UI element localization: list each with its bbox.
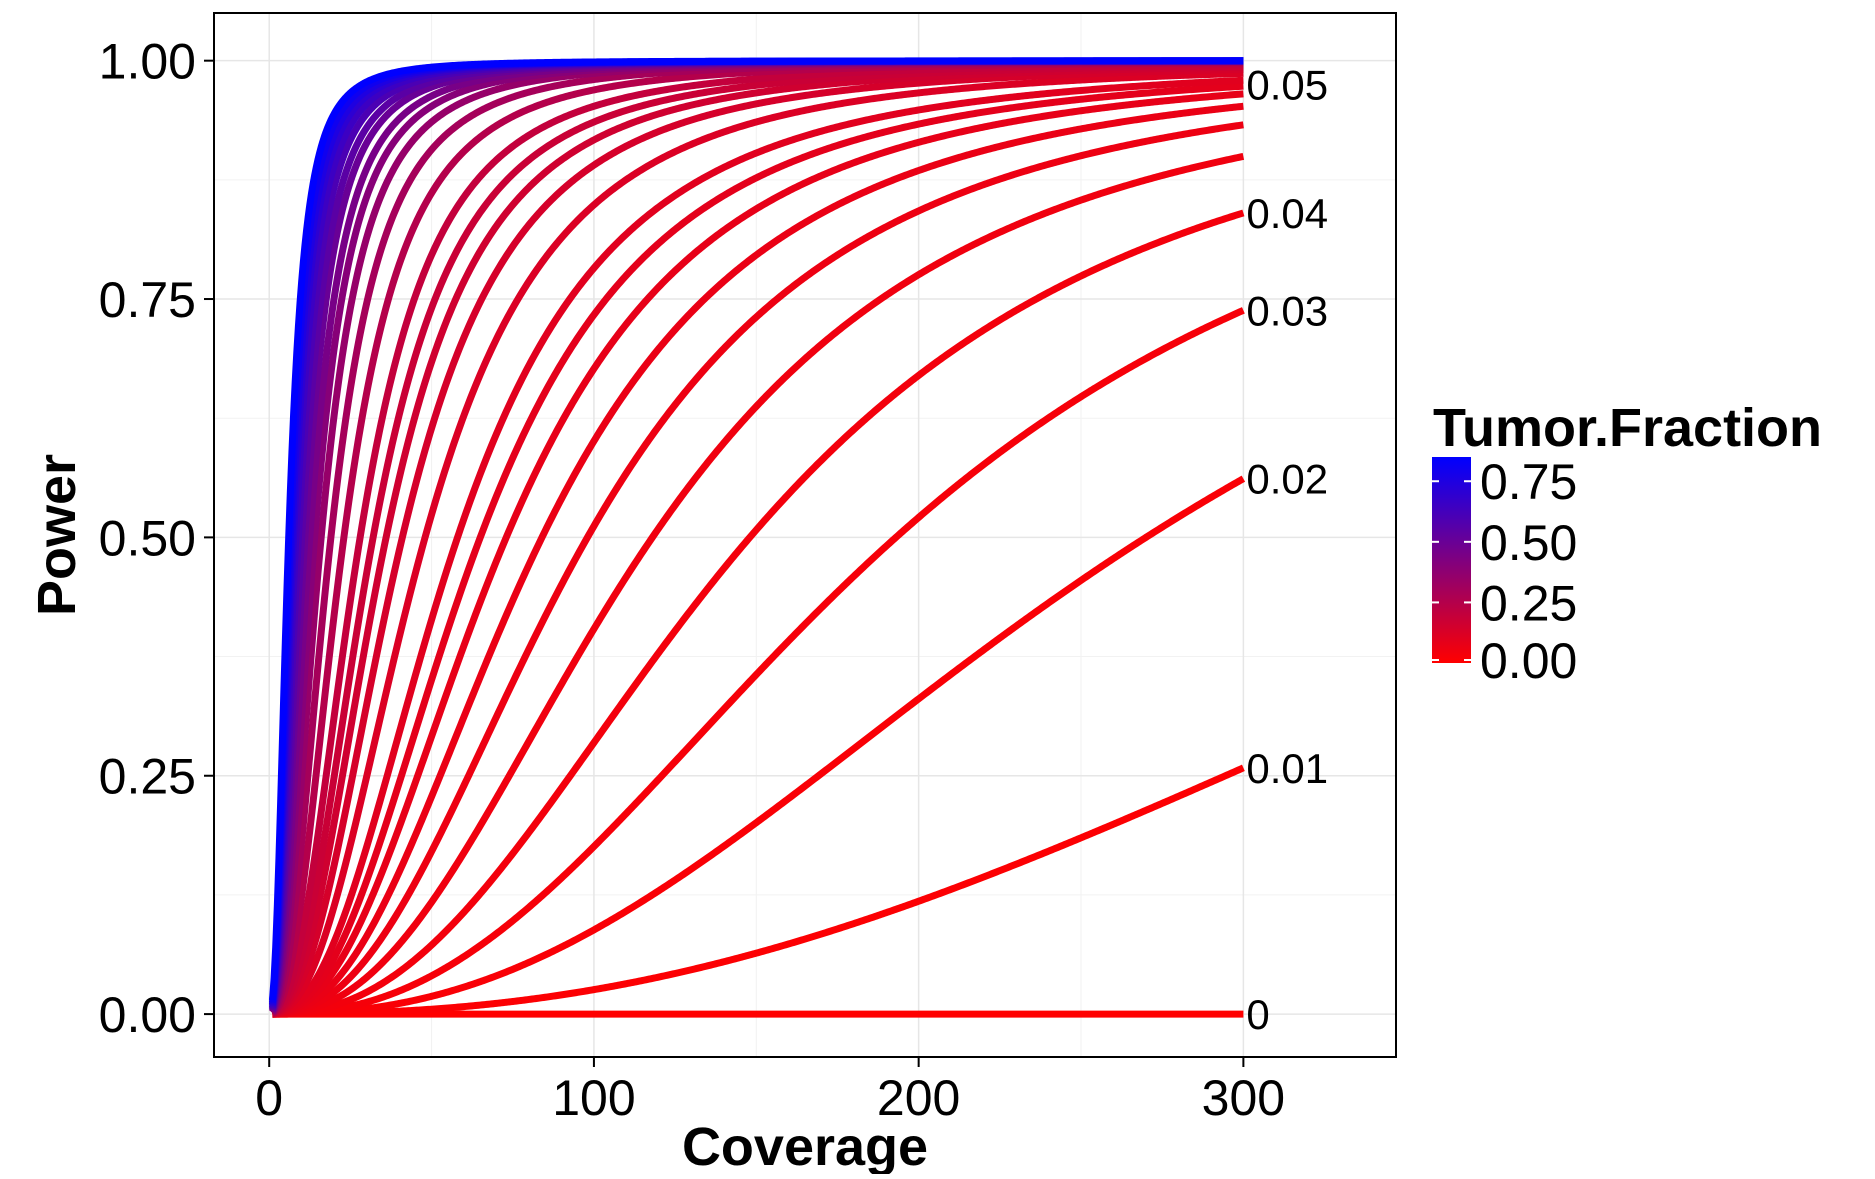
curve-tf-0.05 [270, 152, 1246, 1018]
curve-tf-0.10 [270, 76, 1246, 1018]
curve-tf-0.85 [268, 57, 1246, 1001]
y-tick-label: 0.25 [99, 749, 196, 805]
y-tick-label: 1.00 [99, 34, 196, 90]
curve-tf-0.07 [270, 102, 1246, 1018]
y-axis-title: Power [27, 454, 87, 616]
curve-tf-0.03 [270, 307, 1246, 1018]
grid-lines [214, 13, 1396, 1057]
x-axis-title: Coverage [682, 1117, 928, 1174]
x-tick-label: 100 [552, 1070, 635, 1126]
colorbar-tick-label: 0.50 [1480, 515, 1577, 571]
curve-labels: 0.05 0.04 0.03 0.02 0.01 0 [1246, 62, 1328, 1039]
curve-tf-0.12 [270, 69, 1246, 1018]
y-tick-label: 0.00 [99, 987, 196, 1043]
colorbar-tick-label: 0.00 [1480, 633, 1577, 689]
curve-end-label: 0.02 [1246, 456, 1328, 503]
colorbar-tick-label: 0.25 [1480, 575, 1577, 631]
curve-end-label: 0 [1246, 991, 1269, 1038]
curve-tf-0.01 [270, 764, 1246, 1018]
x-tick-label: 300 [1202, 1070, 1285, 1126]
legend: Tumor.Fraction 0.000.250.500.75 [1432, 398, 1822, 689]
axes: 0 100 200 300 0.00 0.25 0.50 0.75 1.00 [99, 34, 1285, 1126]
x-tick-label: 200 [877, 1070, 960, 1126]
plot-border [213, 12, 1397, 1058]
legend-title: Tumor.Fraction [1433, 398, 1822, 458]
data-curves [268, 57, 1246, 1018]
y-tick-label: 0.75 [99, 272, 196, 328]
curve-end-label: 0.01 [1246, 745, 1328, 792]
curve-end-label: 0.03 [1246, 287, 1328, 334]
colorbar-tick-label: 0.75 [1480, 454, 1577, 510]
curve-tf-0.02 [270, 475, 1246, 1018]
colorbar [1432, 457, 1471, 663]
x-tick-label: 0 [255, 1070, 283, 1126]
curve-tf-0.04 [270, 209, 1246, 1018]
curve-end-label: 0.05 [1246, 62, 1328, 109]
curve-tf-0.06 [270, 121, 1246, 1018]
curve-end-label: 0.04 [1246, 190, 1328, 237]
curve-tf-0.09 [270, 82, 1246, 1018]
y-tick-label: 0.50 [99, 510, 196, 566]
curve-tf-0.08 [270, 90, 1246, 1018]
